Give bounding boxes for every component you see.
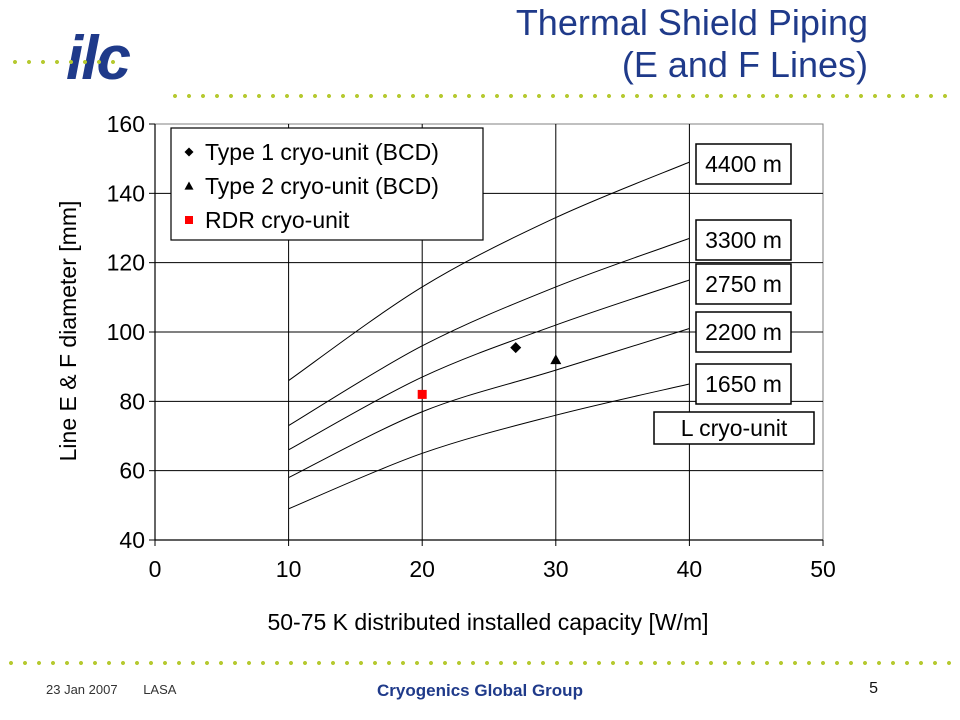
x-tick-label: 10 (276, 556, 302, 582)
y-tick-label: 80 (119, 388, 145, 414)
y-tick-label: 120 (107, 250, 145, 276)
y-tick-label: 100 (107, 319, 145, 345)
slide-title-line1: Thermal Shield Piping (515, 2, 868, 43)
y-tick-label: 160 (107, 111, 145, 137)
x-tick-label: 0 (149, 556, 162, 582)
series-line-2200-m (288, 328, 690, 479)
y-tick-label: 60 (119, 458, 145, 484)
annotation-label: 1650 m (705, 371, 782, 397)
annotation-layer: 4400 m 3300 m 2750 m 2200 m 1650 m L cryo-uni… (653, 143, 815, 445)
x-tick-label: 50 (810, 556, 836, 582)
legend: Type 1 cryo-unit (BCD) Type 2 cryo-unit (… (170, 127, 484, 241)
legend-entry-label: Type 2 cryo-unit (BCD) (205, 173, 439, 199)
footer-left: 23 Jan 2007 LASA (46, 682, 198, 697)
x-tick-label: 30 (543, 556, 569, 582)
x-tick-label: 20 (409, 556, 435, 582)
legend-entry-label: Type 1 cryo-unit (BCD) (205, 139, 439, 165)
slide-title: Thermal Shield Piping (E and F Lines) (516, 2, 868, 86)
legend-entry-label: RDR cryo-unit (205, 207, 350, 233)
series-line-4400-m (288, 161, 690, 381)
annotation-label: 2200 m (705, 319, 782, 345)
annotation-box (695, 219, 792, 261)
legend-marker-diamond (184, 147, 194, 157)
footer-group: Cryogenics Global Group (377, 681, 583, 700)
x-tick-label: 40 (677, 556, 703, 582)
points-layer (417, 342, 562, 399)
annotation-label: 2750 m (705, 271, 782, 297)
footer-date: 23 Jan 2007 (46, 682, 118, 697)
slide-title-line2: (E and F Lines) (621, 44, 868, 85)
data-point-square (417, 389, 427, 399)
annotation-label: 3300 m (705, 227, 782, 253)
y-tick-label: 40 (119, 527, 145, 553)
legend-marker-square (185, 216, 193, 224)
series-line-3300-m (288, 237, 690, 427)
y-axis-label: Line E & F diameter [mm] (55, 201, 81, 462)
diameter-chart: 0 10 20 30 40 50 40 60 80 100 120 140 160 4400 m 3300… (55, 111, 836, 635)
legend-box (170, 127, 484, 241)
annotation-box (695, 363, 792, 405)
y-tick-label: 140 (107, 180, 145, 206)
annotation-box (695, 263, 792, 305)
annotation-label: 4400 m (705, 151, 782, 177)
footer-page-number: 5 (869, 680, 878, 697)
x-axis-label: 50-75 K distributed installed capacity [… (267, 609, 708, 635)
annotation-box (695, 143, 792, 185)
axis-layer: 0 10 20 30 40 50 40 60 80 100 120 140 160 (107, 111, 836, 582)
top-dotted-divider (168, 94, 954, 98)
ilc-logo: ilc (66, 24, 131, 93)
top-dotted-divider-left (8, 60, 118, 64)
data-point-diamond (510, 342, 522, 354)
footer-location: LASA (143, 682, 177, 697)
annotation-box (695, 311, 792, 353)
legend-marker-triangle (184, 181, 194, 190)
annotation-label: L cryo-unit (681, 415, 788, 441)
series-layer (288, 161, 690, 510)
bottom-dotted-divider (4, 661, 956, 665)
series-line-1650-m (288, 383, 690, 510)
data-point-triangle (550, 354, 562, 365)
annotation-box (653, 411, 815, 445)
series-line-2750-m (288, 279, 690, 451)
